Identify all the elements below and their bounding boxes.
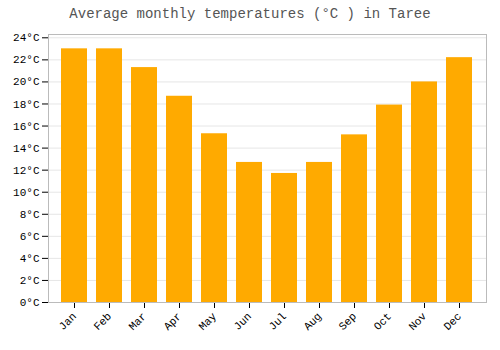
svg-text:May: May — [197, 310, 220, 333]
svg-text:14°C: 14°C — [13, 143, 40, 155]
svg-text:Dec: Dec — [442, 310, 464, 332]
svg-text:4°C: 4°C — [20, 253, 40, 265]
svg-text:Aug: Aug — [302, 310, 324, 332]
svg-text:Jul: Jul — [267, 310, 289, 332]
svg-text:Oct: Oct — [372, 310, 394, 332]
svg-text:Sep: Sep — [337, 310, 359, 332]
svg-text:12°C: 12°C — [13, 165, 40, 177]
svg-text:8°C: 8°C — [20, 209, 40, 221]
svg-text:2°C: 2°C — [20, 275, 40, 287]
svg-text:0°C: 0°C — [20, 297, 40, 309]
svg-text:Jan: Jan — [57, 310, 79, 332]
svg-text:Feb: Feb — [92, 310, 114, 332]
svg-text:10°C: 10°C — [13, 187, 40, 199]
svg-text:24°C: 24°C — [13, 32, 40, 44]
svg-text:Jun: Jun — [232, 310, 254, 332]
svg-text:16°C: 16°C — [13, 121, 40, 133]
svg-text:Mar: Mar — [127, 310, 149, 332]
svg-text:6°C: 6°C — [20, 231, 40, 243]
svg-text:22°C: 22°C — [13, 54, 40, 66]
svg-text:Apr: Apr — [162, 310, 184, 332]
svg-text:20°C: 20°C — [13, 76, 40, 88]
svg-text:Nov: Nov — [407, 310, 430, 333]
svg-text:18°C: 18°C — [13, 99, 40, 111]
html-text:Average monthly temperatures (: Average monthly temperatures (°C ) in Ta… — [69, 6, 431, 22]
